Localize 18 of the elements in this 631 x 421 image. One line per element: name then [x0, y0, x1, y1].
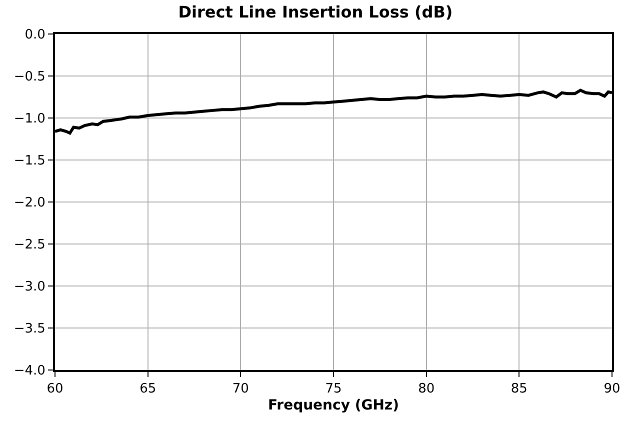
x-tick-label: 75: [325, 382, 342, 397]
y-tick-label: −2.5: [14, 238, 46, 253]
y-tick-label: −3.5: [14, 322, 46, 337]
y-tick-label: −1.5: [14, 154, 46, 169]
x-axis-title: Frequency (GHz): [268, 397, 399, 414]
x-tick-label: 65: [140, 382, 156, 397]
y-tick-label: 0.0: [24, 28, 46, 43]
y-tick-label: −3.0: [14, 280, 46, 295]
y-tick-label: −1.0: [14, 112, 46, 127]
x-tick-label: 70: [232, 382, 249, 397]
y-tick-label: −4.0: [14, 364, 46, 379]
x-tick-label: 85: [510, 382, 528, 397]
x-tick-label: 90: [604, 382, 620, 397]
chart-title: Direct Line Insertion Loss (dB): [178, 2, 453, 22]
y-tick-label: −0.5: [14, 70, 46, 85]
x-tick-label: 60: [46, 382, 64, 397]
x-tick-label: 80: [418, 382, 435, 397]
y-tick-label: −2.0: [14, 196, 46, 211]
